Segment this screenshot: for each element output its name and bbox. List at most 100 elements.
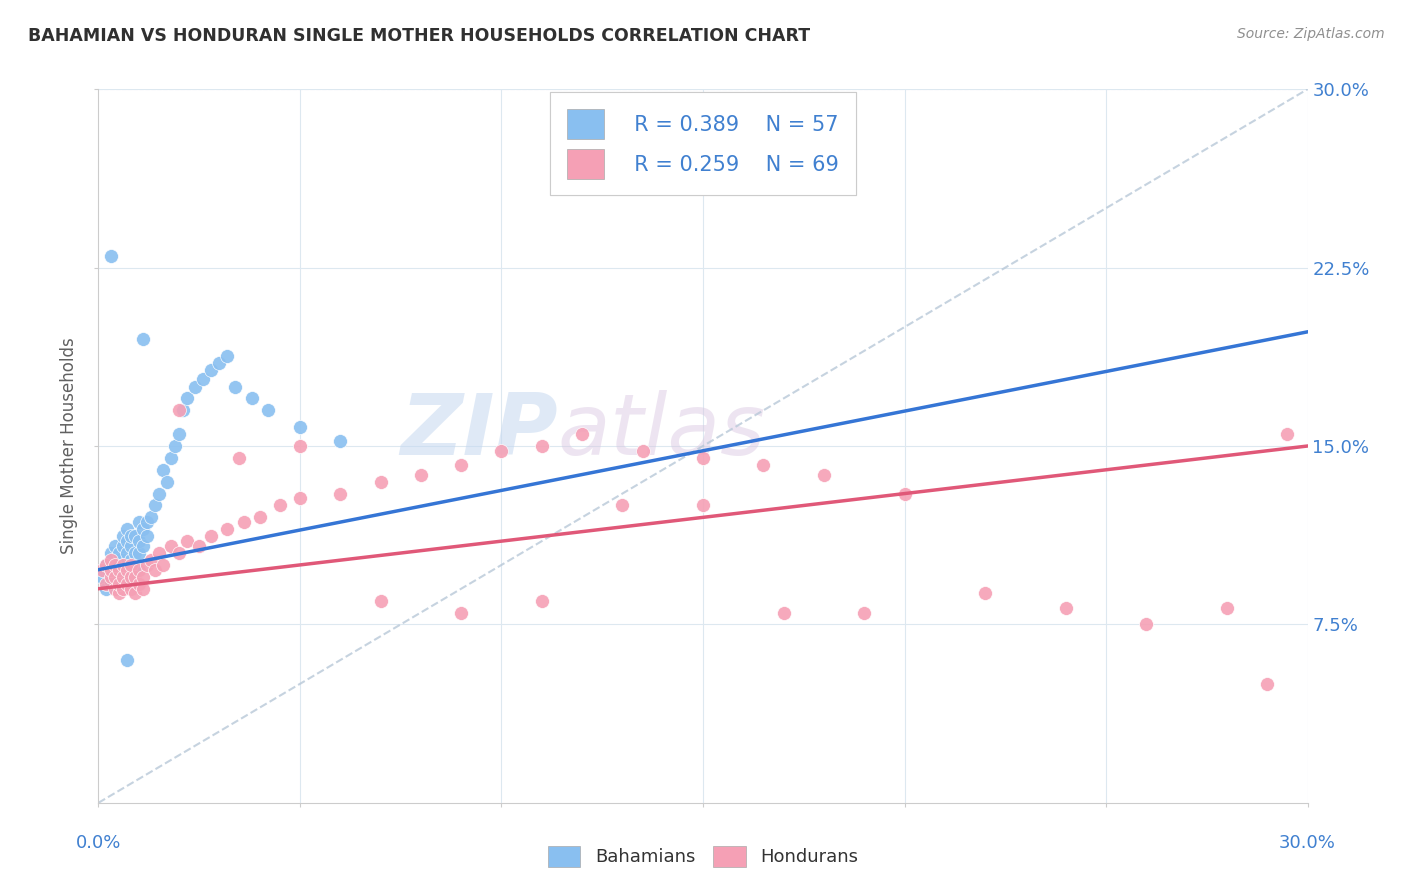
- Point: [176, 392, 198, 406]
- Point: [409, 467, 432, 482]
- Point: [135, 558, 157, 572]
- Point: [111, 582, 134, 596]
- Point: [120, 558, 142, 572]
- Point: [120, 582, 142, 596]
- Point: [103, 570, 125, 584]
- Point: [128, 534, 150, 549]
- Point: [111, 539, 134, 553]
- Point: [228, 450, 250, 465]
- Point: [530, 439, 553, 453]
- Point: [893, 486, 915, 500]
- Y-axis label: Single Mother Households: Single Mother Households: [60, 338, 79, 554]
- Point: [200, 529, 222, 543]
- Point: [103, 570, 125, 584]
- Point: [752, 458, 775, 472]
- Point: [167, 546, 190, 560]
- Point: [530, 593, 553, 607]
- Point: [120, 529, 142, 543]
- Point: [217, 522, 239, 536]
- Text: atlas: atlas: [558, 390, 766, 474]
- Point: [103, 558, 125, 572]
- Point: [491, 443, 513, 458]
- Point: [107, 563, 129, 577]
- Point: [132, 522, 155, 536]
- Point: [450, 458, 472, 472]
- Point: [100, 563, 122, 577]
- Point: [103, 558, 125, 572]
- Point: [115, 577, 138, 591]
- Text: 0.0%: 0.0%: [76, 834, 121, 852]
- Point: [124, 570, 146, 584]
- Point: [100, 563, 122, 577]
- Point: [370, 593, 392, 607]
- Point: [124, 586, 146, 600]
- Point: [135, 515, 157, 529]
- Point: [120, 570, 142, 584]
- Point: [100, 546, 122, 560]
- Point: [132, 582, 155, 596]
- Point: [163, 439, 186, 453]
- Point: [176, 534, 198, 549]
- Point: [139, 510, 162, 524]
- Point: [120, 539, 142, 553]
- Point: [115, 653, 138, 667]
- Text: BAHAMIAN VS HONDURAN SINGLE MOTHER HOUSEHOLDS CORRELATION CHART: BAHAMIAN VS HONDURAN SINGLE MOTHER HOUSE…: [28, 27, 810, 45]
- Point: [813, 467, 835, 482]
- Point: [450, 606, 472, 620]
- Point: [103, 582, 125, 596]
- Point: [107, 570, 129, 584]
- Point: [115, 546, 138, 560]
- Point: [103, 539, 125, 553]
- Point: [96, 558, 118, 572]
- Point: [96, 577, 118, 591]
- Point: [1135, 617, 1157, 632]
- Point: [132, 539, 155, 553]
- Point: [124, 529, 146, 543]
- Point: [111, 570, 134, 584]
- Point: [107, 553, 129, 567]
- Point: [184, 379, 207, 393]
- Point: [111, 570, 134, 584]
- Legend: Bahamians, Hondurans: Bahamians, Hondurans: [541, 838, 865, 874]
- Point: [240, 392, 263, 406]
- Point: [128, 577, 150, 591]
- Point: [853, 606, 876, 620]
- Point: [115, 534, 138, 549]
- Point: [1256, 677, 1278, 691]
- Point: [100, 553, 122, 567]
- Point: [188, 539, 211, 553]
- Point: [91, 563, 114, 577]
- Point: [128, 546, 150, 560]
- Point: [124, 563, 146, 577]
- Point: [148, 546, 170, 560]
- Point: [288, 420, 311, 434]
- Point: [107, 563, 129, 577]
- Point: [152, 558, 174, 572]
- Point: [152, 463, 174, 477]
- Text: Source: ZipAtlas.com: Source: ZipAtlas.com: [1237, 27, 1385, 41]
- Point: [160, 450, 183, 465]
- Point: [974, 586, 997, 600]
- Point: [692, 450, 714, 465]
- Point: [692, 499, 714, 513]
- Point: [288, 439, 311, 453]
- Text: ZIP: ZIP: [401, 390, 558, 474]
- Point: [148, 486, 170, 500]
- Point: [115, 563, 138, 577]
- Point: [217, 349, 239, 363]
- Point: [571, 427, 593, 442]
- Point: [128, 563, 150, 577]
- Point: [96, 582, 118, 596]
- Point: [167, 427, 190, 442]
- Point: [143, 499, 166, 513]
- Point: [135, 529, 157, 543]
- Text: 30.0%: 30.0%: [1279, 834, 1336, 852]
- Point: [612, 499, 634, 513]
- Point: [160, 539, 183, 553]
- Point: [107, 577, 129, 591]
- Point: [107, 546, 129, 560]
- Point: [156, 475, 179, 489]
- Point: [193, 372, 215, 386]
- Legend:   R = 0.389    N = 57,   R = 0.259    N = 69: R = 0.389 N = 57, R = 0.259 N = 69: [550, 93, 856, 195]
- Point: [91, 570, 114, 584]
